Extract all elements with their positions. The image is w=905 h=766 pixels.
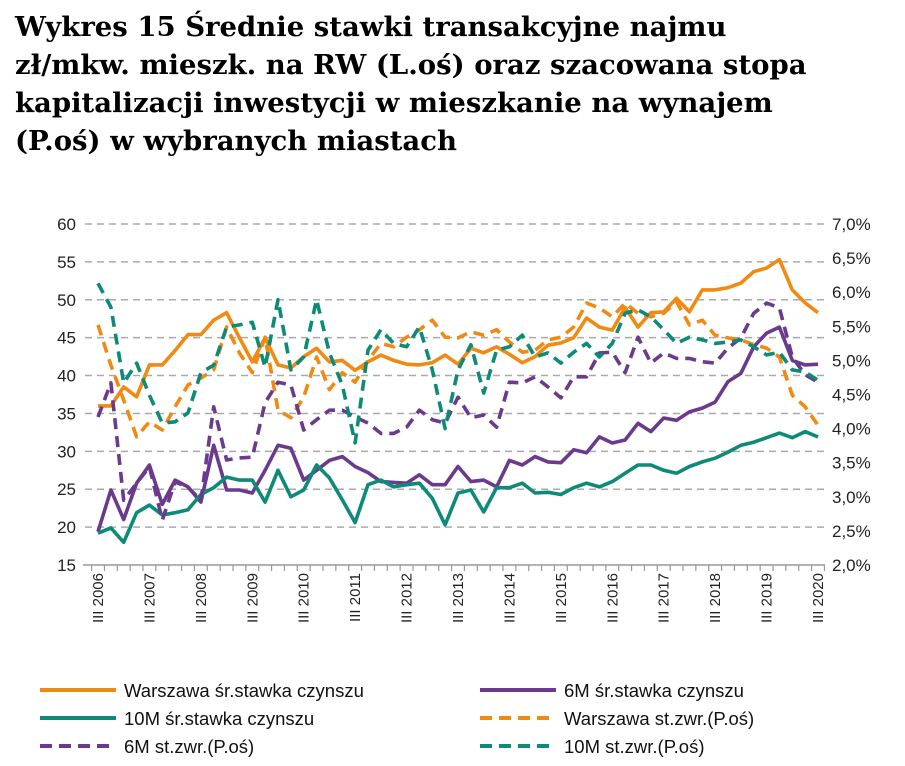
y-left-tick-label: 25 — [57, 480, 76, 499]
y-right-tick-label: 6,0% — [832, 283, 871, 302]
x-tick-label: III 2014 — [501, 573, 518, 623]
x-tick-label: III 2009 — [244, 573, 261, 623]
title-line: (P.oś) w wybranych miastach — [15, 125, 457, 157]
y-right-tick-label: 5,5% — [832, 317, 871, 336]
y-right-tick-label: 6,5% — [832, 249, 871, 268]
x-tick-label: III 2007 — [141, 573, 158, 623]
y-left-tick-label: 60 — [57, 215, 76, 234]
x-tick-label: III 2016 — [604, 573, 621, 623]
x-tick-label: III 2015 — [553, 573, 570, 623]
y-right-tick-label: 5,0% — [832, 351, 871, 370]
legend-label: 6M śr.stawka czynszu — [564, 680, 744, 701]
series-line-0 — [98, 257, 820, 408]
legend-label: Warszawa śr.stawka czynszu — [124, 680, 364, 701]
series-line-2 — [97, 429, 819, 545]
legend-label: Warszawa st.zwr.(P.oś) — [564, 708, 754, 729]
x-tick-label: III 2011 — [347, 573, 364, 622]
title-line: Wykres 15 Średnie stawki transakcyjne na… — [15, 11, 727, 43]
y-right-tick-label: 7,0% — [832, 215, 871, 234]
y-left-tick-label: 45 — [57, 329, 76, 348]
x-tick-label: III 2006 — [90, 573, 107, 623]
y-right-tick-label: 2,5% — [832, 522, 871, 541]
legend-label: 6M st.zwr.(P.oś) — [124, 736, 254, 757]
y-left-tick-label: 30 — [57, 442, 76, 461]
y-right-tick-label: 3,5% — [832, 454, 871, 473]
y-right-tick-label: 3,0% — [832, 488, 871, 507]
series-line-1 — [96, 325, 819, 533]
x-tick-label: III 2018 — [707, 573, 724, 623]
x-tick-label: III 2017 — [656, 573, 673, 623]
y-left-tick-label: 55 — [57, 253, 76, 272]
y-right-tick-label: 2,0% — [832, 556, 871, 575]
title-line: zł/mkw. mieszk. na RW (L.oś) oraz szacow… — [15, 49, 807, 81]
legend-label: 10M śr.stawka czynszu — [124, 708, 314, 729]
y-left-tick-label: 35 — [57, 404, 76, 423]
legend-label: 10M st.zwr.(P.oś) — [564, 736, 705, 757]
y-left-tick-label: 20 — [57, 518, 76, 537]
y-left-tick-label: 40 — [57, 367, 76, 386]
series-line-4 — [96, 301, 819, 522]
chart-title: Wykres 15 Średnie stawki transakcyjne na… — [15, 8, 895, 160]
x-tick-label: III 2012 — [399, 573, 416, 623]
y-right-tick-label: 4,5% — [832, 386, 871, 405]
x-tick-label: III 2013 — [450, 573, 467, 623]
series-line-5 — [96, 282, 819, 445]
x-tick-label: III 2010 — [296, 573, 313, 623]
y-left-tick-label: 50 — [57, 291, 76, 310]
x-tick-label: III 2019 — [759, 573, 776, 623]
x-tick-label: III 2020 — [810, 573, 827, 623]
y-left-tick-label: 15 — [57, 556, 76, 575]
series-line-3 — [96, 299, 820, 439]
y-right-tick-label: 4,0% — [832, 420, 871, 439]
title-line: kapitalizacji inwestycji w mieszkanie na… — [15, 87, 773, 119]
x-tick-label: III 2008 — [193, 573, 210, 623]
